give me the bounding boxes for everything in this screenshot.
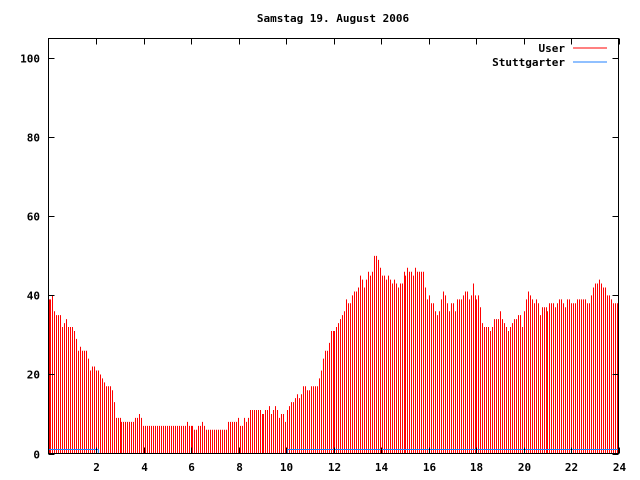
legend-label-stuttgarter: Stuttgarter bbox=[492, 56, 565, 69]
x-tick-label: 16 bbox=[423, 461, 437, 474]
x-tick-label: 4 bbox=[141, 461, 148, 474]
x-tick-label: 14 bbox=[375, 461, 389, 474]
y-tick-label: 100 bbox=[20, 53, 40, 66]
legend: User Stuttgarter bbox=[492, 42, 607, 69]
user-impulses bbox=[49, 255, 618, 454]
x-tick-label: 12 bbox=[328, 461, 341, 474]
y-tick-label: 20 bbox=[27, 369, 40, 382]
x-tick-label: 18 bbox=[470, 461, 483, 474]
y-tick-label: 0 bbox=[33, 449, 40, 462]
x-tick-label: 10 bbox=[280, 461, 293, 474]
x-tick-label: 2 bbox=[93, 461, 100, 474]
x-tick-label: 24 bbox=[613, 461, 627, 474]
plot-border bbox=[48, 38, 619, 454]
x-tick-label: 20 bbox=[518, 461, 531, 474]
legend-label-user: User bbox=[539, 42, 566, 55]
y-tick-label: 60 bbox=[27, 211, 40, 224]
y-tick-label: 80 bbox=[27, 132, 40, 145]
x-tick-label: 22 bbox=[565, 461, 578, 474]
y-tick-label: 40 bbox=[27, 290, 40, 303]
chart-title: Samstag 19. August 2006 bbox=[257, 12, 410, 25]
x-tick-label: 8 bbox=[236, 461, 243, 474]
x-tick-label: 6 bbox=[188, 461, 195, 474]
